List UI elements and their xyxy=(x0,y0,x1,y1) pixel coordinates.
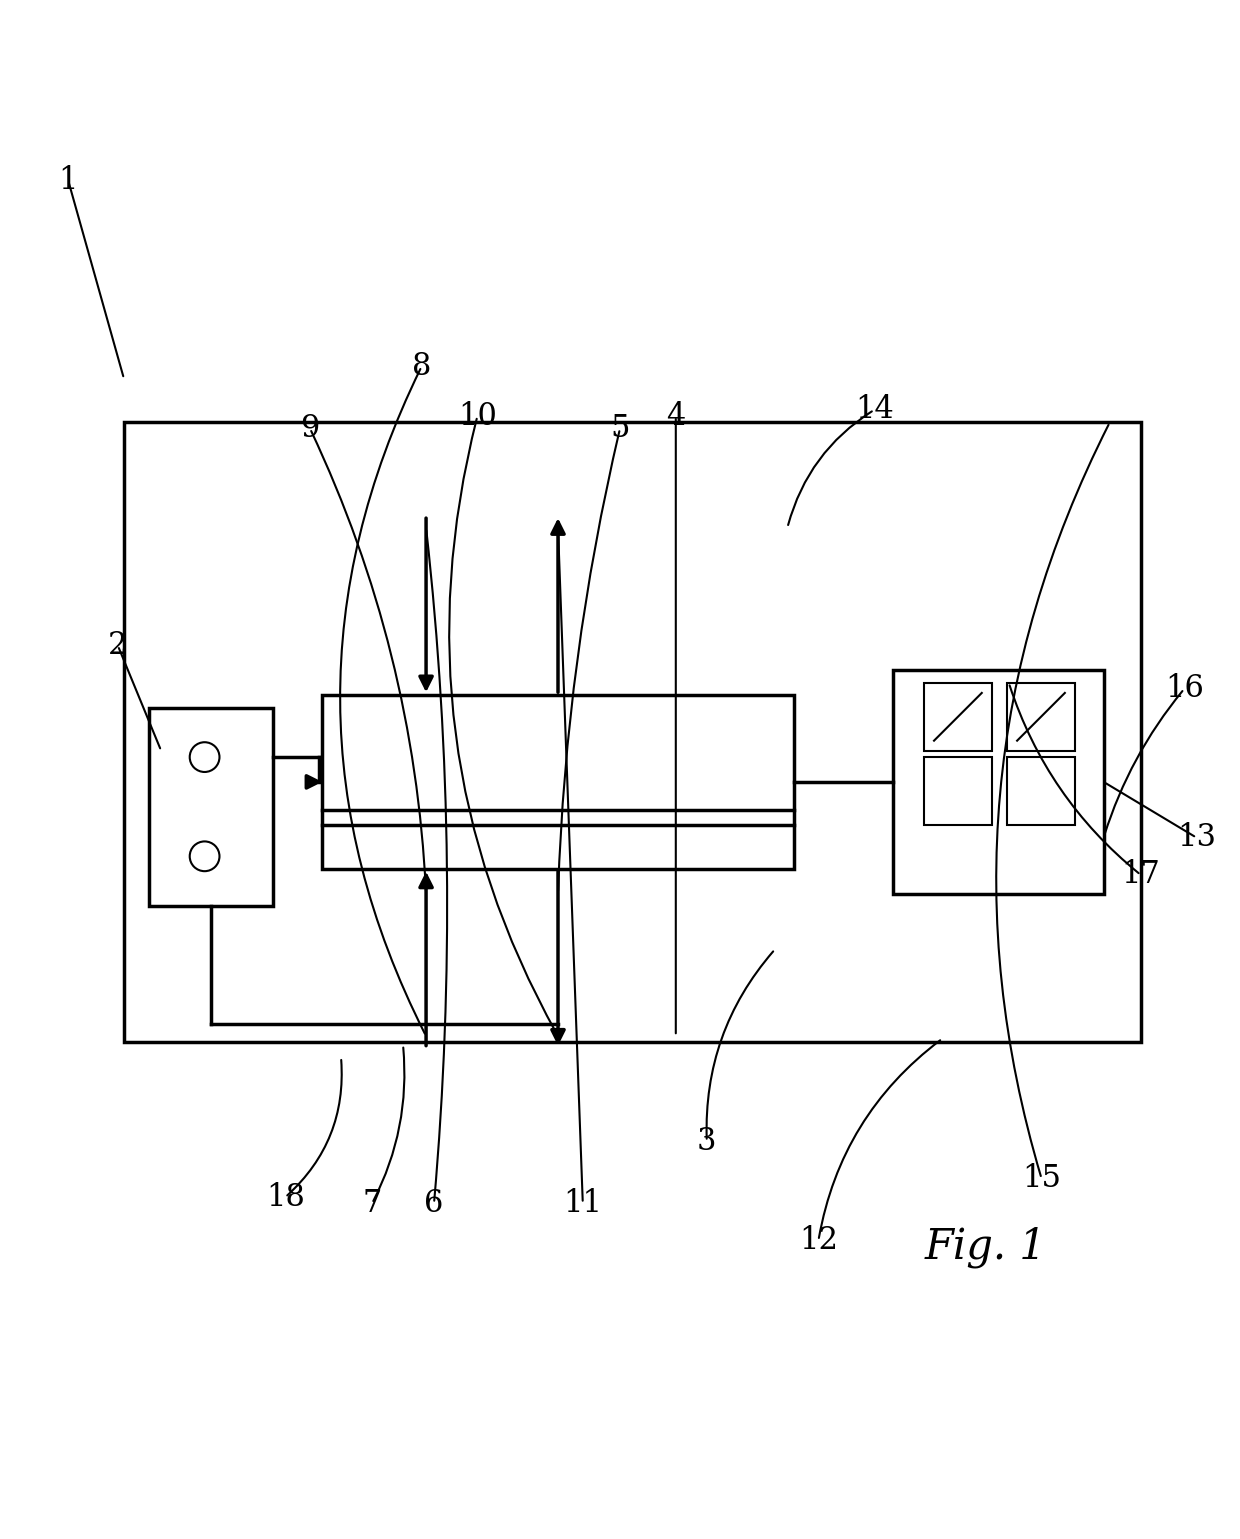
Text: 11: 11 xyxy=(563,1188,603,1219)
Bar xyxy=(1007,683,1075,751)
Text: 14: 14 xyxy=(854,394,894,425)
Text: 9: 9 xyxy=(300,412,320,443)
Text: 18: 18 xyxy=(265,1182,305,1213)
Text: 7: 7 xyxy=(362,1188,382,1219)
Text: 16: 16 xyxy=(1164,674,1204,705)
Text: 8: 8 xyxy=(412,351,432,382)
Bar xyxy=(924,757,992,825)
Text: 1: 1 xyxy=(58,165,78,195)
Bar xyxy=(924,683,992,751)
Bar xyxy=(149,708,273,906)
Text: 12: 12 xyxy=(799,1225,838,1256)
Text: 15: 15 xyxy=(1022,1163,1061,1194)
Text: 10: 10 xyxy=(458,400,497,431)
Text: 4: 4 xyxy=(666,400,686,431)
Bar xyxy=(322,696,794,868)
Text: Fig. 1: Fig. 1 xyxy=(925,1227,1047,1268)
Text: 13: 13 xyxy=(1177,822,1216,853)
Text: 3: 3 xyxy=(697,1127,717,1157)
Text: 2: 2 xyxy=(108,629,128,660)
Text: 17: 17 xyxy=(1121,859,1161,891)
Bar xyxy=(893,671,1104,894)
Bar xyxy=(1007,757,1075,825)
Text: 6: 6 xyxy=(424,1188,444,1219)
Text: 5: 5 xyxy=(610,412,630,443)
Bar xyxy=(124,422,1141,1042)
